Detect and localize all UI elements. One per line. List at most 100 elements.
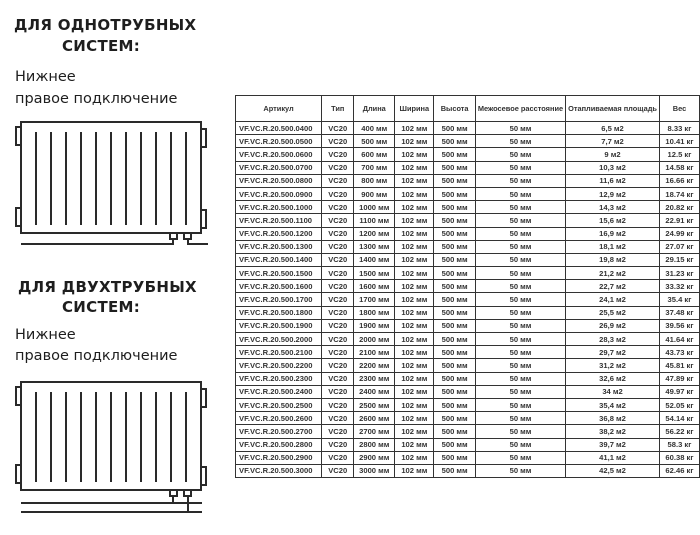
table-cell: 1200 мм — [353, 226, 396, 241]
table-cell: 500 мм — [433, 424, 476, 439]
table-row: VF.VC.R.20.500.1900 VC20 1900 мм 102 мм 500 … — [234, 318, 700, 334]
table-cell: 500 мм — [433, 450, 476, 465]
table-cell: 31.23 кг — [658, 266, 700, 281]
table-cell: 22.91 кг — [658, 213, 700, 228]
table-cell: VF.VC.R.20.500.1100 — [234, 213, 323, 228]
table-cell: 1300 мм — [353, 239, 396, 254]
table-row: VF.VC.R.20.500.2000 VC20 2000 мм 102 мм 500 … — [234, 331, 700, 347]
valve-connector — [183, 489, 192, 497]
radiator-two-pipe-diagram — [15, 381, 207, 513]
table-cell: 500 мм — [433, 160, 476, 175]
table-row: VF.VC.R.20.500.1100 VC20 1100 мм 102 мм 500 … — [234, 213, 700, 228]
valve-connector — [169, 232, 178, 240]
table-cell: VC20 — [321, 213, 355, 228]
table-cell: 800 мм — [353, 173, 396, 188]
table-cell: 900 мм — [353, 186, 396, 202]
table-row: VF.VC.R.20.500.2300 VC20 2300 мм 102 мм 500 … — [234, 371, 700, 386]
table-cell: VF.VC.R.20.500.2600 — [234, 411, 323, 426]
radiator-single-pipe-diagram — [15, 121, 208, 245]
table-cell: VF.VC.R.20.500.2500 — [234, 397, 323, 413]
table-cell: 37.48 кг — [658, 305, 700, 320]
table-cell: VC20 — [321, 173, 355, 188]
table-row: VF.VC.R.20.500.0600 VC20 600 мм 102 мм 500 м… — [234, 147, 700, 162]
table-cell: VC20 — [321, 279, 355, 294]
table-cell: 102 мм — [394, 279, 435, 294]
mounting-bracket — [200, 209, 207, 229]
table-cell: 500 мм — [433, 279, 476, 294]
table-cell: 33.32 кг — [658, 279, 700, 294]
table-cell: 12.5 кг — [658, 147, 700, 162]
table-cell: 50 мм — [474, 226, 567, 241]
table-cell: 2600 мм — [353, 411, 396, 426]
pipe — [21, 239, 174, 245]
table-cell: 102 мм — [394, 239, 435, 254]
table-cell: 102 мм — [394, 305, 435, 320]
table-cell: 102 мм — [394, 186, 435, 202]
table-cell: 35,4 м2 — [565, 397, 660, 413]
table-cell: 102 мм — [394, 463, 435, 479]
table-cell: 500 мм — [433, 147, 476, 162]
table-cell: VC20 — [321, 305, 355, 320]
column-header: Длина — [353, 95, 396, 122]
table-cell: 1800 мм — [353, 305, 396, 320]
table-cell: 16,9 м2 — [565, 226, 660, 241]
table-cell: 50 мм — [474, 437, 567, 452]
table-cell: 102 мм — [394, 134, 435, 149]
table-cell: 102 мм — [394, 331, 435, 347]
table-cell: 500 мм — [433, 463, 476, 479]
table-cell: 14.58 кг — [658, 160, 700, 175]
table-cell: 45.81 кг — [658, 358, 700, 373]
table-cell: 2000 мм — [353, 331, 396, 347]
section-title-line2: СИСТЕМ: — [62, 298, 141, 316]
table-cell: VC20 — [321, 384, 355, 399]
table-cell: 2200 мм — [353, 358, 396, 373]
table-cell: 2400 мм — [353, 384, 396, 399]
table-cell: 10.41 кг — [658, 134, 700, 149]
table-cell: VC20 — [321, 345, 355, 360]
table-cell: 41,1 м2 — [565, 450, 660, 465]
table-cell: VC20 — [321, 424, 355, 439]
valve-connector — [169, 489, 178, 497]
table-cell: 1900 мм — [353, 318, 396, 334]
table-cell: 50 мм — [474, 279, 567, 294]
table-cell: 500 мм — [433, 345, 476, 360]
mounting-bracket — [15, 464, 22, 484]
table-row: VF.VC.R.20.500.3000 VC20 3000 мм 102 мм 500 … — [234, 463, 700, 479]
table-cell: 1500 мм — [353, 266, 396, 281]
table-cell: VC20 — [321, 331, 355, 347]
table-row: VF.VC.R.20.500.1500 VC20 1500 мм 102 мм 500 … — [234, 266, 700, 281]
table-cell: 62.46 кг — [658, 463, 700, 479]
column-header: Артикул — [234, 95, 323, 122]
table-cell: 27.07 кг — [658, 239, 700, 254]
table-cell: 19,8 м2 — [565, 252, 660, 268]
pipe — [187, 239, 208, 245]
table-cell: 12,9 м2 — [565, 186, 660, 202]
table-cell: 31,2 м2 — [565, 358, 660, 373]
table-cell: 56.22 кг — [658, 424, 700, 439]
table-cell: 102 мм — [394, 160, 435, 175]
table-cell: VC20 — [321, 252, 355, 268]
table-cell: 50 мм — [474, 450, 567, 465]
table-cell: VC20 — [321, 463, 355, 479]
table-cell: VC20 — [321, 134, 355, 149]
table-cell: 50 мм — [474, 463, 567, 479]
table-cell: VC20 — [321, 397, 355, 413]
table-cell: 500 мм — [433, 371, 476, 386]
valve-connector — [183, 232, 192, 240]
table-cell: 1600 мм — [353, 279, 396, 294]
table-cell: VF.VC.R.20.500.2300 — [234, 371, 323, 386]
table-cell: 1100 мм — [353, 213, 396, 228]
mounting-bracket — [200, 466, 207, 486]
table-row: VF.VC.R.20.500.1200 VC20 1200 мм 102 мм 500 … — [234, 226, 700, 241]
table-cell: 500 мм — [433, 120, 476, 136]
section-subtitle-line2: правое подключение — [15, 91, 178, 107]
table-cell: VF.VC.R.20.500.1900 — [234, 318, 323, 334]
table-cell: 6,5 м2 — [565, 120, 660, 136]
table-cell: 38,2 м2 — [565, 424, 660, 439]
table-cell: 50 мм — [474, 292, 567, 307]
table-cell: 102 мм — [394, 147, 435, 162]
mounting-bracket — [15, 386, 22, 406]
table-cell: 500 мм — [433, 384, 476, 399]
table-cell: 21,2 м2 — [565, 266, 660, 281]
table-cell: 2300 мм — [353, 371, 396, 386]
